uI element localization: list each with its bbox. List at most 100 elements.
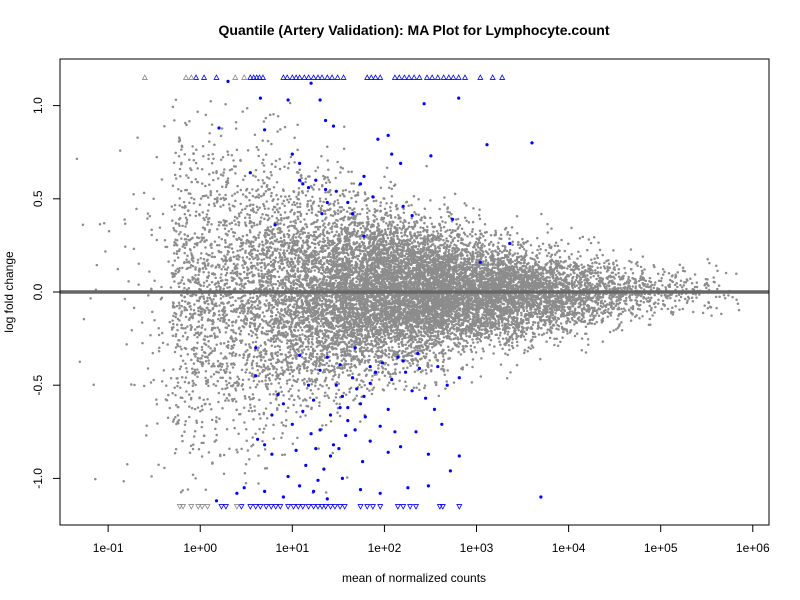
data-point [441,220,444,223]
data-point [361,224,365,228]
data-point [188,261,191,264]
data-point [206,196,210,199]
data-point [480,357,483,360]
data-point [403,388,406,391]
data-point [253,224,256,227]
data-point [276,247,279,251]
data-point [285,269,289,273]
data-point [254,385,258,389]
data-point [438,207,441,211]
data-point [185,261,189,264]
data-point [188,393,191,396]
data-point [382,388,386,392]
data-point [78,360,82,363]
data-point [130,383,133,386]
data-point [204,184,207,188]
data-point [327,178,330,182]
data-point [217,400,220,404]
data-point [437,236,441,240]
data-point [371,388,374,392]
data-point [506,333,510,336]
data-point [314,381,317,384]
data-point [338,414,342,418]
data-point [442,225,446,229]
data-point [318,197,322,200]
data-point [401,337,404,341]
data-point [278,157,281,161]
data-point [325,353,329,356]
data-point [325,279,328,282]
data-point [194,273,197,277]
data-point [496,253,500,257]
data-point [176,414,180,417]
data-point [185,367,188,370]
data-point [515,332,518,336]
data-point [336,212,340,215]
data-point [701,311,705,315]
data-point [284,409,288,413]
data-point [192,202,196,205]
data-point [232,165,236,168]
data-point [234,352,238,356]
data-point [297,187,301,190]
data-point [716,269,719,273]
data-point [414,357,417,360]
data-point [279,195,283,198]
data-point [241,299,244,303]
data-point [148,270,151,273]
data-point [470,381,474,384]
data-point [277,261,280,264]
data-point [595,312,599,315]
data-point [580,263,583,266]
data-point [402,366,405,370]
data-point [272,437,276,440]
data-point [184,225,187,228]
data-point [182,200,186,204]
data-point [181,489,184,492]
data-point [368,209,371,213]
data-point [238,255,241,259]
data-point [404,350,407,354]
data-point [567,255,571,259]
data-point [497,241,500,245]
data-point [152,378,155,382]
data-point [245,196,248,199]
data-point [324,197,328,201]
data-point [441,360,445,364]
data-point [234,120,238,124]
data-point [207,340,210,343]
data-point [234,299,237,302]
data-point [631,293,634,296]
data-point [171,264,175,267]
data-point [494,229,497,233]
data-point [423,221,426,225]
data-point [397,213,400,217]
data-point [428,349,432,353]
data-point [287,194,291,198]
data-point [255,146,259,149]
data-point [218,265,221,269]
data-point [442,368,446,372]
data-point [630,260,633,264]
data-point [207,384,210,388]
data-point [314,225,317,229]
data-point [406,359,409,363]
data-point [471,365,474,369]
data-point [322,200,325,204]
data-point [293,136,296,140]
data-point [389,216,393,220]
data-point [196,110,199,113]
data-point [372,199,376,203]
data-point [234,223,237,226]
data-point [458,223,462,227]
data-point [185,222,188,225]
data-point [251,188,254,191]
data-point [242,270,246,274]
data-point [318,328,322,332]
data-point [275,181,279,184]
background-points [75,98,741,494]
data-point [302,231,305,234]
data-point [489,339,493,342]
data-point [171,319,174,322]
data-point [194,355,197,358]
